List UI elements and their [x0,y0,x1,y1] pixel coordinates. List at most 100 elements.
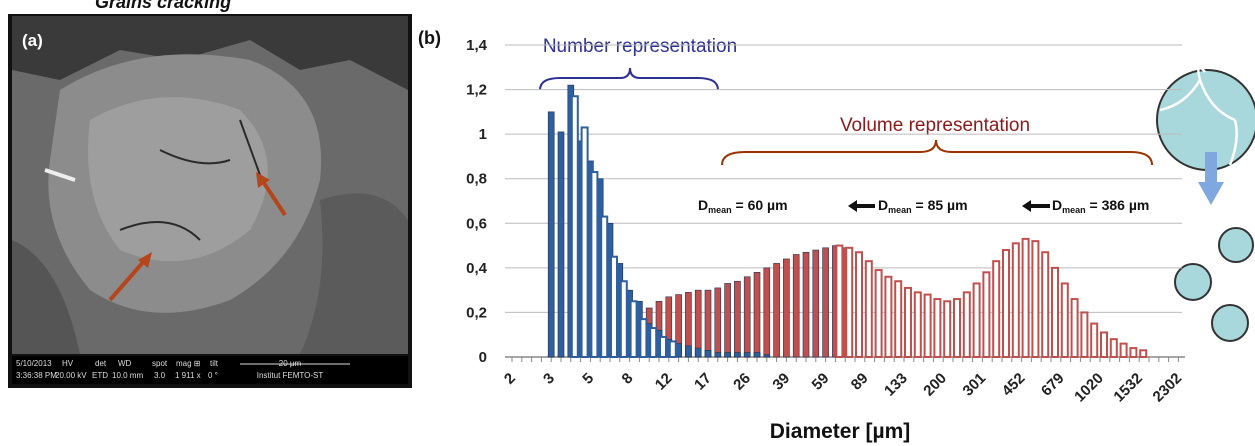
annotation-part: mean [1062,205,1086,215]
y-tick-label: 0,4 [466,260,488,277]
y-tick-label: 0 [479,349,487,366]
bar [1011,242,1020,358]
databar-text: 10.0 mm [112,371,143,380]
databar-text: WD [118,359,132,368]
bar [619,280,628,359]
bar [1041,251,1050,358]
x-tick-label: 3 [540,370,558,388]
annotation: Volume representation [840,115,1030,136]
bar [822,247,829,358]
x-tick-label: 17 [691,370,715,394]
bar [933,298,942,358]
bar [610,255,618,359]
bar [547,111,555,358]
y-tick-label: 0,2 [466,304,487,321]
bar [1070,298,1079,358]
x-tick-label: 301 [960,370,990,400]
bar [685,345,692,358]
bar [1021,237,1030,358]
bar [992,260,1001,358]
databar-text: 5/10/2013 [16,359,52,368]
annotation-part: D [1052,197,1062,213]
bar [773,263,780,358]
bar [802,251,810,358]
bar [629,300,638,358]
schematic [1156,66,1255,342]
bar [874,269,883,359]
x-tick-label: 2 [501,370,519,388]
annotation: Dmean = 60 µm [698,197,788,215]
bar [724,352,731,358]
bar [1119,342,1128,358]
annotation: Dmean = 85 µm [878,197,968,215]
brace [539,67,719,91]
panel-label: (a) [22,31,43,50]
bar [1109,338,1118,358]
bar [855,251,863,358]
bar [1031,240,1040,358]
bar [1129,347,1138,359]
bar [783,258,790,358]
figure-title: Grains cracking [95,0,231,12]
bar [590,171,599,358]
bar [724,283,731,358]
y-tick-label: 0,8 [466,171,487,188]
databar-text: spot [152,359,168,368]
bar [734,280,741,358]
bar [580,126,589,359]
bar [668,340,677,358]
databar-text: HV [62,359,74,368]
bar [792,254,800,358]
bar [904,286,912,358]
bar [763,267,771,358]
bar [972,282,981,359]
x-tick-label: 2302 [1150,370,1186,406]
y-tick-label: 0,6 [466,215,487,232]
x-tick-label: 5 [579,370,597,388]
bar [982,271,991,359]
y-tick-label: 1,2 [466,82,487,99]
bar [884,275,893,358]
x-tick-label: 452 [999,370,1029,400]
panel-label: (b) [418,28,441,48]
bar [943,300,952,358]
x-tick-label: 26 [730,370,754,394]
databar-text: 20.00 kV [55,371,87,380]
bar [864,260,873,358]
x-tick-label: 1020 [1071,370,1107,406]
bar [570,95,579,358]
y-tick-label: 1 [479,126,487,143]
bar [694,347,702,358]
databar-text: 3:36:38 PM [16,371,57,380]
bar [845,246,854,358]
x-tick-label: 200 [920,370,950,400]
annotation: Number representation [543,36,737,57]
bar [923,293,932,359]
sem-image [8,14,412,388]
bar [763,354,771,358]
bar [1060,282,1069,359]
annotation-part: = 386 µm [1086,197,1150,213]
bar [953,298,961,358]
databar-text: Institut FEMTO-ST [257,371,324,380]
bar [743,352,751,358]
bar [600,215,609,358]
annotation-part: D [698,197,708,213]
bar [753,272,761,358]
annotation-part: mean [888,205,912,215]
x-tick-label: 89 [848,370,872,394]
databar-text: 0 ° [208,371,218,380]
databar-text: ETD [92,371,108,380]
bar [743,276,751,358]
y-tick-label: 1,4 [466,37,488,54]
annotation-part: D [878,197,888,213]
x-tick-label: 59 [809,370,833,394]
databar-text: tilt [210,359,219,368]
bar [734,352,741,358]
x-tick-label: 679 [1038,370,1068,400]
bar [1090,322,1099,359]
annotation-part: = 85 µm [912,197,968,213]
bar [894,280,903,359]
arrow-head [1022,200,1031,212]
